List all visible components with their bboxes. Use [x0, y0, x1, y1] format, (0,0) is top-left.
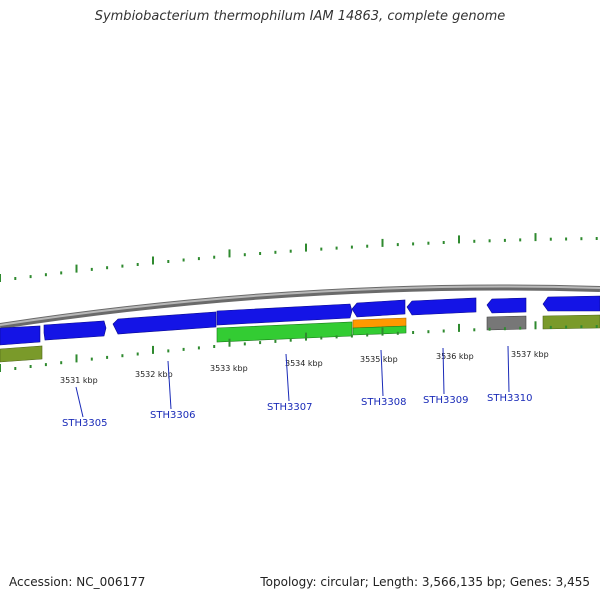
gene-labels: STH3305 STH3306 STH3307 STH3308 STH3309 …	[62, 393, 532, 429]
cds-track	[0, 314, 600, 363]
kbp-label: 3535 kbp	[360, 355, 398, 364]
gene-arrow[interactable]	[542, 295, 600, 312]
outer-dotted-ring	[0, 233, 598, 282]
gene-arrow[interactable]	[112, 311, 217, 335]
genome-summary-text: Topology: circular; Length: 3,566,135 bp…	[260, 575, 590, 589]
kbp-label: 3532 kbp	[135, 370, 173, 379]
cds-gray[interactable]	[486, 315, 527, 331]
cds-green[interactable]	[352, 325, 407, 336]
accession-text: Accession: NC_006177	[9, 575, 146, 589]
gene-arrow[interactable]	[0, 325, 41, 346]
backbone-ring	[0, 284, 600, 329]
gene-label-sth3308[interactable]: STH3308	[361, 397, 406, 408]
gene-leader-lines	[75, 345, 510, 418]
gene-label-sth3305[interactable]: STH3305	[62, 418, 107, 429]
gene-arrow[interactable]	[351, 299, 406, 318]
cds-olive[interactable]	[542, 314, 600, 330]
kbp-label: 3533 kbp	[210, 364, 248, 373]
kbp-label: 3536 kbp	[436, 352, 474, 361]
gene-label-sth3309[interactable]: STH3309	[423, 395, 468, 406]
gene-arrow[interactable]	[216, 303, 353, 326]
kbp-labels: 3531 kbp 3532 kbp 3533 kbp 3534 kbp 3535…	[60, 350, 549, 385]
gene-track-forward	[0, 295, 600, 346]
cds-green[interactable]	[216, 321, 353, 343]
gene-label-sth3307[interactable]: STH3307	[267, 402, 312, 413]
gene-arrow[interactable]	[406, 297, 477, 316]
inner-scale-ring	[0, 321, 598, 372]
gene-arrow[interactable]	[486, 297, 527, 314]
kbp-label: 3534 kbp	[285, 359, 323, 368]
kbp-label: 3537 kbp	[511, 350, 549, 359]
genome-title: Symbiobacterium thermophilum IAM 14863, …	[94, 9, 506, 24]
kbp-label: 3531 kbp	[60, 376, 98, 385]
gene-label-sth3306[interactable]: STH3306	[150, 410, 195, 421]
gene-arrow[interactable]	[43, 320, 107, 341]
cds-olive[interactable]	[0, 345, 43, 363]
gene-label-sth3310[interactable]: STH3310	[487, 393, 532, 404]
